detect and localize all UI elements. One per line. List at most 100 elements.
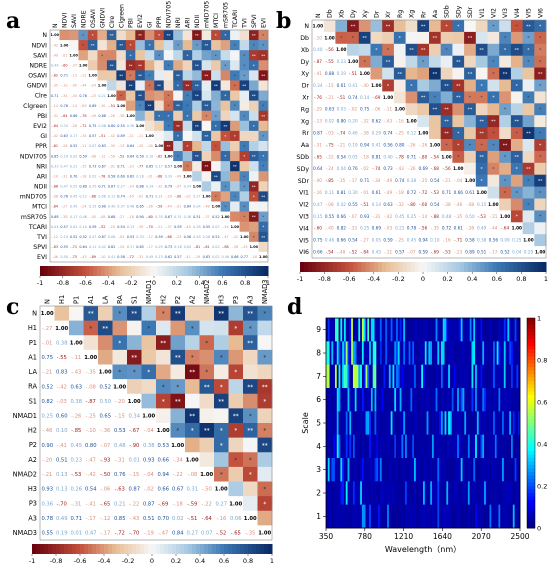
heatmap-cell	[466, 388, 469, 412]
heatmap-cell	[230, 140, 240, 152]
heatmap-cell	[135, 50, 146, 61]
heatmap-cell	[417, 458, 420, 482]
heatmap-cell	[243, 481, 258, 497]
heatmap-cell	[469, 341, 472, 365]
significance-mark: **	[252, 94, 256, 98]
heatmap-cell	[417, 318, 420, 342]
column-label: H2	[160, 295, 168, 304]
cell-value: -.21	[156, 225, 163, 229]
value-cell	[429, 174, 442, 187]
value-cell	[182, 201, 193, 212]
heatmap-cell	[392, 388, 395, 412]
significance-mark: *	[469, 143, 472, 149]
heatmap-cell	[182, 50, 193, 61]
heatmap-cell	[335, 20, 348, 33]
value-cell	[116, 130, 127, 142]
cell-value: -.80	[419, 154, 428, 159]
heatmap-cell	[430, 504, 433, 529]
heatmap-cell	[392, 481, 395, 505]
colorbar-segment	[488, 262, 494, 272]
cell-value: -.31	[115, 457, 125, 463]
heatmap-cell	[475, 139, 488, 152]
heatmap-cell	[214, 423, 229, 439]
value-cell	[182, 221, 193, 233]
heatmap-cell	[397, 411, 400, 435]
heatmap-cell	[431, 504, 435, 529]
heatmap-cell	[482, 504, 485, 529]
heatmap-cell	[211, 120, 222, 132]
heatmap-cell	[185, 320, 200, 336]
significance-mark: **	[175, 356, 181, 362]
cell-value: 0.55	[203, 225, 211, 229]
heatmap-cell	[408, 411, 411, 435]
heatmap-cell	[326, 458, 329, 482]
heatmap-cell	[381, 364, 384, 389]
cell-value: 1.00	[99, 370, 112, 376]
colorbar-tick-label: 0.8	[537, 357, 547, 365]
cell-value: -.20	[42, 457, 52, 463]
cell-value: 0.83	[98, 144, 106, 148]
heatmap-cell	[429, 115, 442, 128]
heatmap-cell	[379, 364, 382, 389]
heatmap-cell	[338, 481, 341, 505]
heatmap-cell	[220, 40, 231, 51]
row-label: P3	[29, 500, 37, 508]
heatmap-cell	[173, 140, 184, 152]
heatmap-cell	[127, 320, 142, 336]
significance-mark: *	[539, 143, 542, 149]
heatmap-cell	[417, 103, 430, 116]
cell-value: 0.19	[348, 142, 358, 147]
value-cell	[50, 171, 60, 182]
cell-value: 0.63	[60, 134, 68, 138]
heatmap-cell	[382, 79, 395, 92]
value-cell	[347, 174, 360, 187]
heatmap-cell	[462, 481, 465, 505]
heatmap-cell	[388, 318, 391, 342]
heatmap-cell	[249, 171, 259, 182]
heatmap-cell	[428, 364, 431, 389]
heatmap-cell	[534, 162, 547, 176]
heatmap-cell	[419, 318, 422, 342]
heatmap-cell	[135, 80, 146, 91]
cell-value: 0.54	[430, 178, 440, 183]
heatmap-cell	[405, 79, 418, 92]
heatmap-cell	[257, 510, 273, 526]
value-cell	[54, 496, 70, 512]
heatmap-cell	[163, 60, 174, 71]
heatmap-cell	[437, 458, 440, 482]
row-label: Xy	[301, 71, 309, 78]
significance-mark: **	[491, 119, 496, 125]
heatmap-cell	[258, 140, 269, 152]
heatmap-cell	[518, 434, 521, 459]
value-cell	[335, 67, 348, 80]
cell-value: 0.45	[372, 250, 382, 255]
heatmap-cell	[437, 364, 440, 389]
value-cell	[154, 241, 165, 253]
heatmap-cell	[505, 434, 508, 459]
cell-value: 1.00	[359, 71, 369, 76]
cell-value: 0.25	[41, 414, 53, 420]
value-cell	[358, 115, 371, 128]
value-cell	[429, 162, 442, 176]
heatmap-cell	[182, 130, 193, 142]
cell-value: -.38	[466, 226, 475, 231]
heatmap-cell	[211, 191, 222, 202]
cell-value: 0.34	[128, 414, 140, 420]
diagonal-cell	[417, 127, 430, 140]
significance-mark: *	[176, 385, 179, 391]
cell-value: 0.02	[325, 119, 335, 124]
value-cell	[192, 251, 203, 263]
heatmap-cell	[444, 411, 447, 435]
value-cell	[69, 364, 84, 380]
heatmap-cell	[475, 127, 488, 140]
heatmap-cell	[154, 80, 165, 91]
y-tick-label: 7	[316, 372, 321, 381]
cell-value: 0.87	[98, 235, 106, 239]
cell-value: 1.00	[221, 215, 230, 219]
heatmap-cell	[439, 434, 442, 459]
diagonal-cell	[83, 349, 99, 365]
heatmap-cell	[464, 318, 467, 342]
heatmap-cell	[125, 100, 136, 112]
value-cell	[211, 241, 222, 253]
heatmap-cell	[406, 411, 409, 435]
